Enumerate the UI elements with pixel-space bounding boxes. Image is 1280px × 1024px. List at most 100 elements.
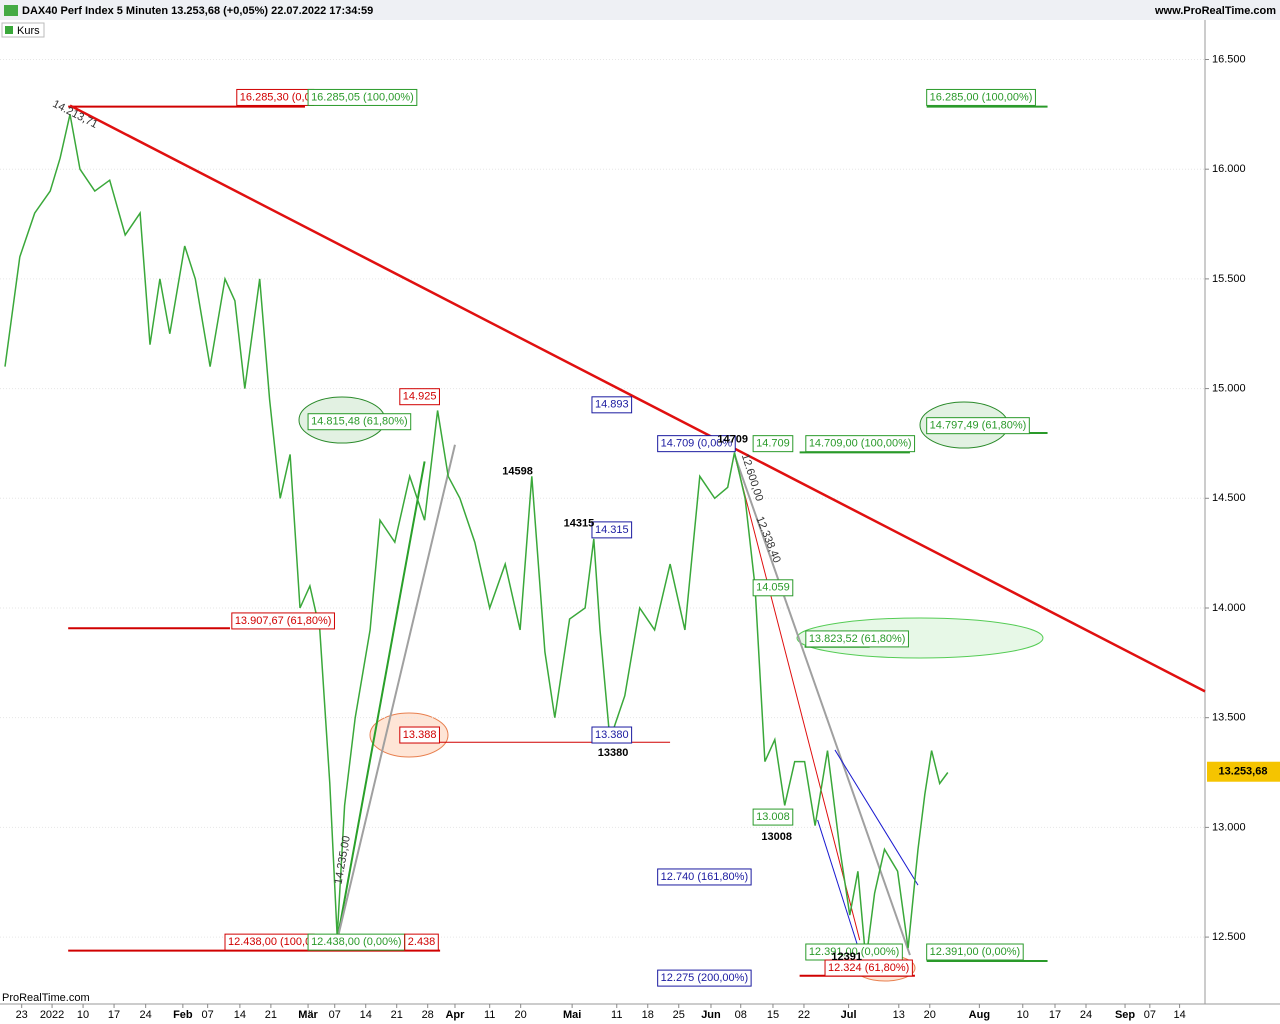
- site: www.ProRealTime.com: [1154, 5, 1276, 17]
- x-tick-label: 07: [329, 1009, 341, 1021]
- price-line: [4, 114, 949, 962]
- y-tick-label: 13.000: [1212, 821, 1246, 833]
- annotation-box: [926, 943, 1024, 961]
- annotation-box: [307, 413, 412, 431]
- x-tick-label: 14: [1173, 1009, 1185, 1021]
- x-tick-label: 17: [1049, 1009, 1061, 1021]
- pivot-label: 14598: [502, 466, 533, 478]
- annotation-box: [591, 396, 633, 414]
- trend-line: [834, 749, 919, 886]
- x-tick-label: 07: [1144, 1009, 1156, 1021]
- annotation-label: 12.438,00 (100,0: [228, 936, 311, 948]
- annotation-label: 13.008: [756, 811, 790, 823]
- x-tick-label: 08: [735, 1009, 747, 1021]
- annotation-box: [404, 933, 439, 951]
- x-tick-label: 13: [893, 1009, 905, 1021]
- annotation-label: 14.797,49 (61,80%): [930, 420, 1027, 432]
- last-price-label: 13.253,68: [1219, 766, 1268, 778]
- watermark: ProRealTime.com: [2, 992, 90, 1004]
- title: DAX40 Perf Index 5 Minuten 13.253,68 (+0…: [22, 5, 373, 17]
- trend-line: [336, 444, 456, 941]
- annotation-label: 13.388: [403, 729, 437, 741]
- annotation-label: 13.823,52 (61,80%): [809, 633, 906, 645]
- annotation-label: 12.740 (161,80%): [661, 871, 748, 883]
- annotation-label: 14.893: [595, 399, 629, 411]
- legend-swatch: [5, 26, 13, 34]
- x-tick-label: 15: [767, 1009, 779, 1021]
- logo: [4, 5, 18, 16]
- last-price-box: [1207, 761, 1280, 782]
- annotation-label: 12.391,00 (0,00%): [809, 946, 900, 958]
- x-tick-label: Mai: [563, 1009, 581, 1021]
- x-tick-label: 24: [140, 1009, 152, 1021]
- highlight-ellipse: [796, 617, 1044, 659]
- trend-line: [733, 454, 911, 956]
- x-tick-label: 10: [1017, 1009, 1029, 1021]
- annotation-label: 14.925: [403, 391, 437, 403]
- pivot-label: 14709: [717, 434, 748, 446]
- annotation-label: 12.275 (200,00%): [661, 972, 748, 984]
- annotation-label: 13.380: [595, 729, 629, 741]
- y-tick-label: 16.000: [1212, 163, 1246, 175]
- x-tick-label: Jun: [701, 1009, 721, 1021]
- annotation-label: 12.438,00 (0,00%): [311, 936, 402, 948]
- annotation-box: [591, 726, 633, 744]
- x-tick-label: Feb: [173, 1009, 193, 1021]
- x-tick-label: 14: [234, 1009, 246, 1021]
- x-tick-label: 21: [391, 1009, 403, 1021]
- x-tick-label: 20: [515, 1009, 527, 1021]
- annotation-label: 16.285,00 (100,00%): [930, 91, 1033, 103]
- x-tick-label: 11: [484, 1009, 495, 1021]
- trend-line: [336, 461, 426, 941]
- annotation-box: [657, 435, 736, 453]
- annotation-box: [824, 959, 913, 977]
- y-tick-label: 15.000: [1212, 382, 1246, 394]
- annotation-label: 12.391,00 (0,00%): [930, 946, 1021, 958]
- y-tick-label: 14.000: [1212, 602, 1246, 614]
- annotation-label: 14.059: [756, 582, 790, 594]
- pivot-label: 13380: [598, 747, 629, 759]
- annotation-box: [926, 88, 1036, 106]
- annotation-box: [399, 726, 440, 744]
- annotation-box: [752, 435, 794, 453]
- x-tick-label: Apr: [445, 1009, 465, 1021]
- annotation-label: 16.285,30 (0,0: [240, 91, 311, 103]
- x-tick-label: 24: [1080, 1009, 1092, 1021]
- x-tick-label: Aug: [969, 1009, 990, 1021]
- x-tick-label: 21: [265, 1009, 277, 1021]
- y-tick-label: 13.500: [1212, 712, 1246, 724]
- pivot-label: 13008: [761, 831, 792, 843]
- pivot-label: 14315: [564, 518, 595, 530]
- annotation-box: [805, 435, 916, 453]
- trend-line: [734, 454, 861, 941]
- x-tick-label: 18: [642, 1009, 654, 1021]
- line-label: 14.213,71: [51, 98, 100, 131]
- annotation-label: 14.315: [595, 524, 629, 536]
- annotation-label: 14.709,00 (100,00%): [809, 438, 912, 450]
- x-tick-label: 23: [16, 1009, 28, 1021]
- annotation-label: 12.324 (61,80%): [828, 962, 909, 974]
- annotation-label: 16.285,05 (100,00%): [311, 91, 414, 103]
- y-tick-label: 12.500: [1212, 931, 1246, 943]
- trend-line: [69, 104, 1206, 693]
- x-tick-label: 2022: [40, 1009, 64, 1021]
- x-tick-label: Mär: [298, 1009, 318, 1021]
- annotation-box: [805, 630, 909, 648]
- annotation-box: [399, 388, 440, 406]
- header-bar: [0, 0, 1280, 20]
- line-label: 12.338,40: [753, 515, 782, 565]
- annotation-box: [307, 88, 418, 106]
- x-tick-label: Jul: [841, 1009, 857, 1021]
- x-tick-label: 17: [108, 1009, 120, 1021]
- annotation-box: [752, 579, 794, 597]
- x-tick-label: 11: [611, 1009, 622, 1021]
- annotation-label: 14.815,48 (61,80%): [311, 416, 408, 428]
- trend-line: [817, 819, 863, 959]
- x-tick-label: 07: [202, 1009, 214, 1021]
- x-tick-label: 10: [77, 1009, 89, 1021]
- annotation-label: 14.709 (0,00%: [661, 438, 733, 450]
- legend-label: Kurs: [17, 25, 40, 37]
- pivot-label: 12391: [831, 951, 862, 963]
- x-tick-label: 25: [673, 1009, 685, 1021]
